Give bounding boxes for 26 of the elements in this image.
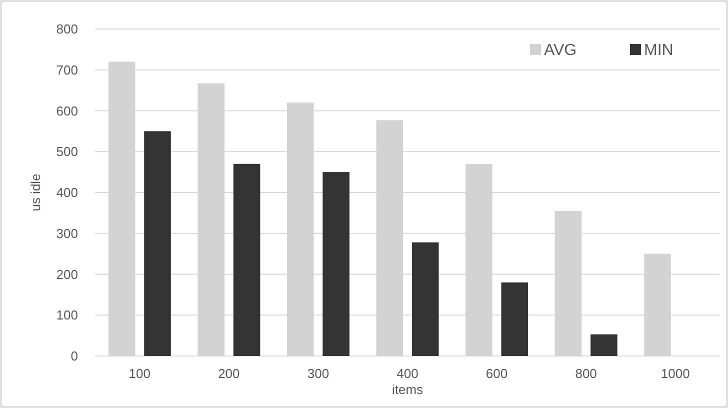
x-tick-label: 200 xyxy=(218,366,240,381)
y-tick-label: 500 xyxy=(56,144,78,160)
bar xyxy=(322,172,350,356)
bar xyxy=(144,131,171,356)
x-tick-label: 400 xyxy=(396,366,418,381)
y-tick-label: 100 xyxy=(56,308,78,323)
bar xyxy=(501,282,528,356)
y-tick-label: 400 xyxy=(56,185,78,200)
y-tick-label: 200 xyxy=(56,266,78,282)
legend-label: AVG xyxy=(544,42,577,59)
legend-label: MIN xyxy=(644,42,674,59)
x-tick-label: 100 xyxy=(128,366,150,381)
y-tick-label: 700 xyxy=(56,62,78,78)
x-tick-label: 1000 xyxy=(660,366,690,381)
bar xyxy=(590,334,618,356)
x-tick-label: 300 xyxy=(307,366,330,381)
x-tick-label: 800 xyxy=(575,366,597,381)
y-tick-label: 300 xyxy=(56,226,78,241)
x-tick-label: 600 xyxy=(486,366,508,381)
bar xyxy=(412,242,439,356)
y-tick-label: 800 xyxy=(56,22,78,37)
y-tick-label: 600 xyxy=(56,103,78,118)
bar xyxy=(233,164,260,356)
y-axis-title: us idle xyxy=(28,174,43,212)
y-tick-label: 0 xyxy=(70,348,78,364)
x-axis-title: items xyxy=(392,382,424,397)
